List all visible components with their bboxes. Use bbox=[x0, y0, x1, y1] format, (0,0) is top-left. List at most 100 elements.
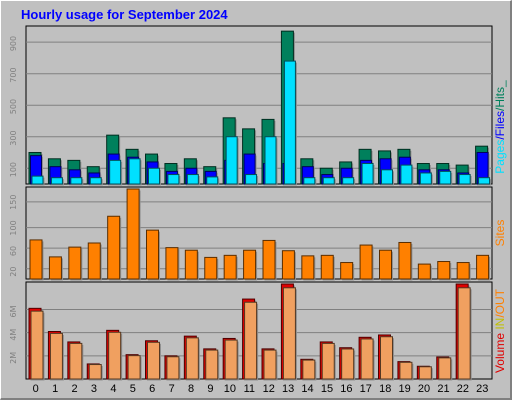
y-tick-label: 150 bbox=[9, 195, 18, 210]
bar-hits bbox=[109, 159, 122, 185]
bar-hits bbox=[186, 174, 199, 185]
bar-sites bbox=[398, 241, 412, 280]
x-tick-label: 14 bbox=[301, 383, 313, 395]
bar-sites bbox=[48, 256, 62, 280]
y-tick-label: 20 bbox=[9, 267, 18, 277]
bar-hits bbox=[478, 177, 491, 185]
legend-volume: Volume IN/OUT bbox=[493, 288, 507, 373]
bar-hits bbox=[439, 170, 452, 185]
bar-volume-out bbox=[399, 361, 413, 380]
bar-volume-out bbox=[321, 342, 335, 380]
bar-sites bbox=[29, 239, 43, 280]
bar-hits bbox=[225, 136, 238, 185]
chart-title: Hourly usage for September 2024 bbox=[21, 7, 228, 22]
bar-hits bbox=[245, 174, 258, 185]
x-tick-label: 2 bbox=[71, 383, 77, 395]
bar-volume-out bbox=[205, 349, 219, 380]
bar-sites bbox=[68, 246, 82, 280]
x-tick-label: 18 bbox=[379, 383, 391, 395]
bar-hits bbox=[206, 176, 219, 185]
bar-hits bbox=[400, 164, 413, 185]
bar-hits bbox=[70, 177, 83, 185]
bar-sites bbox=[243, 249, 257, 280]
legend-part: Sites bbox=[493, 220, 507, 247]
x-tick-label: 10 bbox=[224, 383, 236, 395]
bar-sites bbox=[456, 262, 470, 280]
y-tick-label: 2M bbox=[9, 352, 18, 364]
x-tick-label: 23 bbox=[476, 383, 488, 395]
legend-part: OUT bbox=[493, 288, 507, 314]
bar-hits bbox=[458, 174, 471, 185]
legend-part: IN bbox=[493, 318, 507, 330]
bar-volume-out bbox=[88, 364, 102, 380]
bar-volume-out bbox=[360, 338, 374, 380]
x-tick-label: 16 bbox=[340, 383, 352, 395]
legend-part: Pages bbox=[493, 140, 507, 174]
x-tick-label: 7 bbox=[169, 383, 175, 395]
legend-pages-files-hits: Pages/Files/Hits_ bbox=[493, 80, 507, 174]
bar-hits bbox=[148, 167, 160, 185]
y-tick-label: 900 bbox=[9, 36, 18, 51]
bar-hits bbox=[128, 158, 141, 185]
bar-volume-out bbox=[438, 357, 452, 380]
x-tick-label: 9 bbox=[207, 383, 213, 395]
x-tick-label: 20 bbox=[418, 383, 430, 395]
legend-part: / bbox=[493, 107, 507, 111]
bar-volume-out bbox=[166, 356, 180, 380]
bar-volume-out bbox=[341, 348, 355, 380]
legend-part: / bbox=[493, 136, 507, 140]
bar-hits bbox=[322, 177, 335, 185]
bar-sites bbox=[223, 254, 237, 280]
legend-part: / bbox=[493, 314, 507, 318]
x-tick-label: 21 bbox=[437, 383, 449, 395]
x-tick-label: 22 bbox=[457, 383, 469, 395]
y-tick-label: 300 bbox=[9, 130, 18, 145]
bar-volume-out bbox=[457, 287, 471, 380]
legend-sites: Sites bbox=[493, 220, 507, 247]
bar-volume-out bbox=[147, 341, 160, 380]
x-tick-label: 4 bbox=[110, 383, 116, 395]
bar-hits bbox=[89, 177, 102, 185]
legend-part: Volume bbox=[493, 333, 507, 373]
bar-volume-out bbox=[302, 359, 316, 380]
bar-volume-out bbox=[418, 366, 432, 380]
bar-sites bbox=[417, 263, 431, 280]
bar-sites bbox=[359, 244, 373, 280]
y-tick-label: 6M bbox=[9, 305, 18, 317]
y-tick-label: 500 bbox=[9, 99, 18, 114]
bar-sites bbox=[340, 262, 354, 280]
x-tick-label: 0 bbox=[33, 383, 39, 395]
bar-volume-out bbox=[224, 339, 238, 380]
bar-sites bbox=[146, 229, 159, 280]
bar-hits bbox=[303, 177, 316, 185]
bar-sites bbox=[379, 249, 392, 280]
bar-volume-out bbox=[49, 332, 63, 380]
y-tick-label: 60 bbox=[9, 246, 18, 256]
bar-hits bbox=[381, 169, 393, 185]
x-tick-label: 17 bbox=[360, 383, 372, 395]
bar-hits bbox=[50, 177, 63, 185]
bar-volume-out bbox=[244, 301, 258, 380]
bar-volume-out bbox=[380, 336, 393, 380]
bar-sites bbox=[281, 250, 295, 280]
y-tick-label: 700 bbox=[9, 67, 18, 82]
bar-volume-out bbox=[30, 310, 44, 380]
bar-hits bbox=[342, 177, 355, 185]
x-tick-label: 19 bbox=[399, 383, 411, 395]
bar-sites bbox=[184, 249, 198, 280]
x-tick-label: 11 bbox=[244, 383, 255, 395]
y-tick-label: 4M bbox=[9, 329, 18, 341]
bar-volume-out bbox=[185, 337, 199, 380]
x-tick-label: 15 bbox=[321, 383, 333, 395]
bar-volume-out bbox=[282, 287, 296, 380]
x-tick-label: 8 bbox=[188, 383, 194, 395]
y-tick-label: 100 bbox=[9, 162, 18, 177]
x-tick-label: 3 bbox=[91, 383, 97, 395]
bar-hits bbox=[419, 172, 432, 185]
bar-hits bbox=[167, 174, 180, 185]
bar-volume-out bbox=[127, 355, 141, 380]
bar-volume-out bbox=[108, 331, 122, 380]
bar-volume-out bbox=[69, 342, 83, 380]
x-tick-label: 12 bbox=[263, 383, 275, 395]
